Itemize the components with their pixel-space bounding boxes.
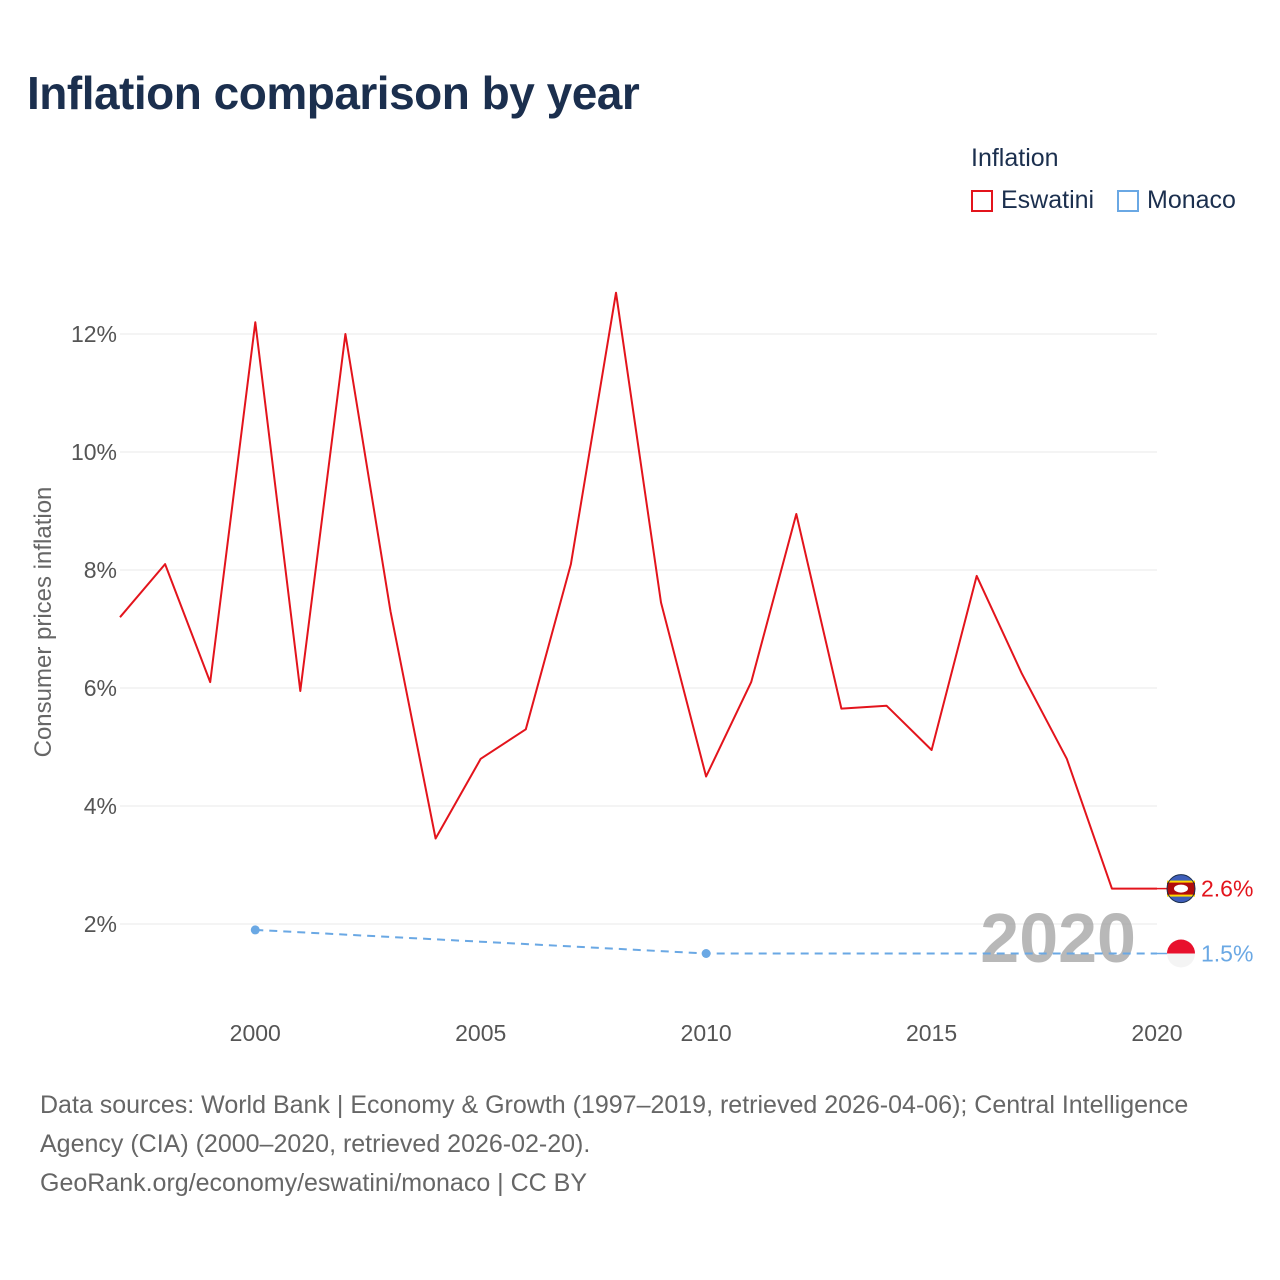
legend-label-monaco: Monaco	[1147, 186, 1236, 214]
x-tick-label: 2000	[230, 1020, 281, 1046]
y-tick-label: 2%	[84, 911, 117, 937]
legend-title: Inflation	[971, 144, 1059, 172]
legend-item-eswatini[interactable]: Eswatini	[971, 186, 1094, 215]
footer: Data sources: World Bank | Economy & Gro…	[40, 1086, 1250, 1203]
y-tick-label: 6%	[84, 675, 117, 701]
legend-swatch-eswatini	[971, 189, 993, 212]
x-tick-label: 2020	[1131, 1020, 1182, 1046]
series-end-labels: 2.6% 1.5%	[1157, 874, 1253, 968]
end-label-monaco: 1.5%	[1201, 941, 1253, 967]
x-axis-ticks: 2000 2005 2010 2015 2020	[230, 1020, 1183, 1046]
data-point-monaco-2000	[250, 925, 260, 935]
y-tick-label: 8%	[84, 557, 117, 583]
chart-title: Inflation comparison by year	[27, 67, 640, 119]
y-tick-label: 10%	[71, 439, 117, 465]
series-lines	[119, 291, 1157, 955]
data-point-monaco-2010	[701, 949, 711, 958]
x-tick-label: 2015	[906, 1020, 957, 1046]
series-line-monaco	[255, 928, 1157, 955]
flag-icon-monaco	[1167, 939, 1195, 968]
credit-link[interactable]: GeoRank.org/economy/eswatini/monaco | CC…	[40, 1169, 588, 1197]
flag-icon-eswatini	[1166, 874, 1196, 904]
end-label-eswatini: 2.6%	[1201, 876, 1253, 902]
y-tick-label: 4%	[84, 793, 117, 819]
y-tick-label: 12%	[71, 321, 117, 347]
legend-swatch-monaco	[1117, 189, 1139, 212]
series-markers	[250, 925, 711, 958]
y-axis-label: Consumer prices inflation	[30, 487, 57, 758]
data-sources-text: Data sources: World Bank | Economy & Gro…	[40, 1091, 1189, 1158]
legend-label-eswatini: Eswatini	[1001, 186, 1095, 214]
series-line-eswatini	[119, 291, 1157, 890]
year-watermark: 2020	[980, 899, 1136, 977]
y-axis-ticks: 2% 4% 6% 8% 10% 12%	[71, 321, 117, 937]
legend-item-monaco[interactable]: Monaco	[1117, 186, 1236, 215]
x-tick-label: 2010	[681, 1020, 732, 1046]
x-tick-label: 2005	[455, 1020, 506, 1046]
